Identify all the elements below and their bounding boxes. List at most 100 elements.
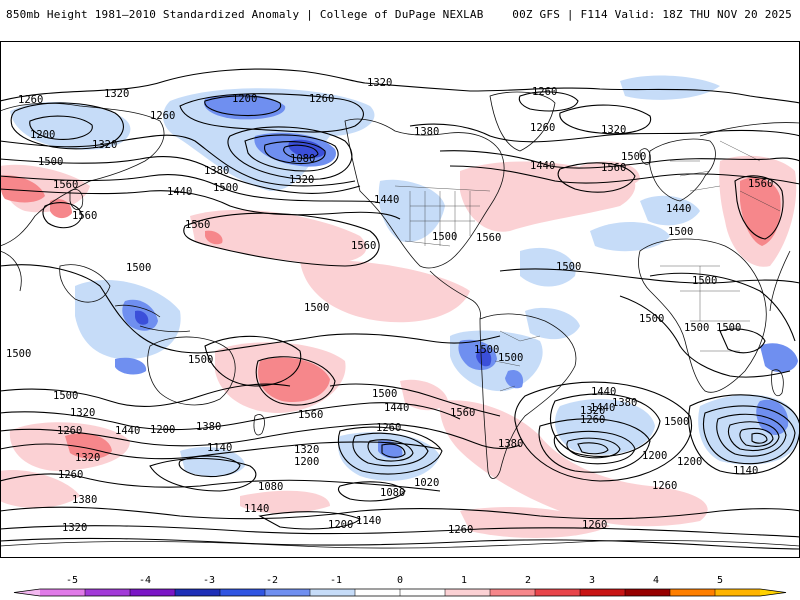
contour-label: 1200: [30, 129, 55, 141]
coast-north-america: [344, 118, 505, 269]
colorbar-tick-label: 4: [653, 575, 659, 586]
contour-label: 1500: [664, 416, 689, 428]
colorbar-segment: [265, 589, 311, 596]
contour-label: 1260: [580, 414, 605, 426]
contour-1140-south-pacific: [367, 439, 414, 462]
contour-label: 1260: [530, 122, 555, 134]
border-africa: [660, 265, 750, 352]
contour-1260-siberia: [518, 91, 579, 112]
contour-1500-pacific: [0, 188, 401, 220]
contour-1320-indian-east: [716, 413, 787, 457]
contour-label: 1440: [530, 160, 555, 172]
contour-label: 1560: [601, 162, 626, 174]
contour-label: 1080: [380, 487, 405, 499]
contour-1200-south: [149, 458, 257, 492]
contour-label: 1320: [580, 405, 605, 417]
pos-anomaly-japan-core: [50, 199, 72, 219]
neg-anomaly-nw-pacific: [10, 101, 131, 150]
contour-1440-indian-east: [688, 394, 800, 475]
colorbar-segment: [580, 589, 626, 596]
contour-label: 1380: [498, 438, 523, 450]
coast-australia: [147, 336, 236, 406]
contour-label: 1500: [716, 322, 741, 334]
contour-label: 1500: [38, 156, 63, 168]
contour-label: 1440: [590, 402, 615, 414]
contour-1260-gulf-alaska: [179, 93, 364, 133]
contour-1260-nw-pacific: [10, 102, 124, 150]
contour-1500-south-pacific-low: [204, 335, 302, 387]
contour-1080-south-pacific: [381, 443, 406, 458]
contour-label: 1260: [532, 86, 557, 98]
map-title: 850mb Height 1981–2010 Standardized Anom…: [6, 8, 484, 21]
colorbar-segment: [355, 589, 401, 596]
contour-alaska-low-mid: [244, 134, 339, 172]
contour-label: 1200: [294, 456, 319, 468]
colorbar-segment: [175, 589, 221, 596]
anomaly-colorbar: -5 -4 -3 -2 -1 0 1 2 3 4 5: [13, 575, 787, 597]
contour-1500-south-2: [329, 383, 501, 417]
contour-1440-atlantic: [439, 150, 800, 169]
contour-label: 1260: [652, 480, 677, 492]
contour-1500-south-1: [0, 383, 291, 407]
contour-1380-indian-south: [538, 418, 651, 473]
contour-label: 1140: [356, 515, 381, 527]
neg-anomaly-central-us: [378, 179, 445, 242]
contour-1560-south-pacific: [255, 356, 336, 406]
contour-label: 1380: [72, 494, 97, 506]
contour-label: 1560: [53, 179, 78, 191]
contour-1380-indian-east: [703, 405, 796, 465]
colorbar-segment: [715, 589, 761, 596]
neg-anomaly-southern-ocean-1: [555, 398, 655, 455]
colorbar-segment: [85, 589, 131, 596]
coast-indonesia: [114, 304, 191, 333]
anomaly-map: 1320 1260 1260 1200 1200 1260 1320 1320 …: [0, 41, 800, 558]
colorbar-segment: [130, 589, 176, 596]
contour-label: 1140: [244, 503, 269, 515]
colorbar-tick-label: -1: [330, 575, 342, 586]
coastlines: [0, 91, 800, 549]
contour-1140-antarctic: [258, 511, 361, 530]
contour-label: 1560: [476, 232, 501, 244]
pos-anomaly-south-atlantic: [400, 379, 448, 411]
header: 850mb Height 1981–2010 Standardized Anom…: [0, 0, 800, 28]
contour-label: 1440: [115, 425, 140, 437]
pos-anomaly-hawaii-core: [205, 230, 223, 245]
contour-alaska-low-outer: [227, 126, 353, 180]
colorbar-segment: [310, 589, 356, 596]
contour-label: 1260: [58, 469, 83, 481]
coast-africa: [638, 238, 767, 393]
contour-1440-pacific: [0, 173, 381, 204]
contour-label: 1380: [204, 165, 229, 177]
pos-anomaly-europe-core: [740, 177, 781, 246]
neg-anomaly-southern-ocean-4: [180, 446, 245, 477]
contour-1380-pacific: [0, 156, 361, 194]
contour-label: 1440: [384, 402, 409, 414]
contour-label: 1500: [304, 302, 329, 314]
contour-label: 1260: [57, 425, 82, 437]
contour-label: 1500: [639, 313, 664, 325]
neg-anomaly-alaska-core: [288, 139, 325, 158]
neg-anomaly-brazil: [525, 307, 580, 340]
contour-label: 1500: [432, 231, 457, 243]
colorbar-tick-label: -4: [139, 575, 151, 586]
neg-anomaly-south-america-core2: [476, 348, 492, 367]
contour-label: 1320: [367, 77, 392, 89]
pos-anomaly-southern-indian-core: [65, 433, 112, 459]
contour-alaska-low-inner: [264, 141, 326, 165]
contour-label: 1380: [612, 397, 637, 409]
coast-europe: [648, 138, 716, 202]
contour-1200-antarctic: [0, 506, 800, 520]
contour-label: 1380: [196, 421, 221, 433]
contour-label: 1260: [376, 422, 401, 434]
contour-1320-far-south: [0, 537, 800, 550]
contour-label: 1320: [70, 407, 95, 419]
neg-anomaly-siberia: [620, 75, 720, 100]
colorbar-tick-label: 0: [397, 575, 403, 586]
colorbar-segment: [445, 589, 491, 596]
contour-1200-gulf-alaska: [204, 95, 282, 117]
coast-uk: [639, 148, 651, 165]
contour-label: 1200: [328, 519, 353, 531]
contour-label: 1500: [53, 390, 78, 402]
contour-label: 1320: [75, 452, 100, 464]
contour-label: 1200: [150, 424, 175, 436]
